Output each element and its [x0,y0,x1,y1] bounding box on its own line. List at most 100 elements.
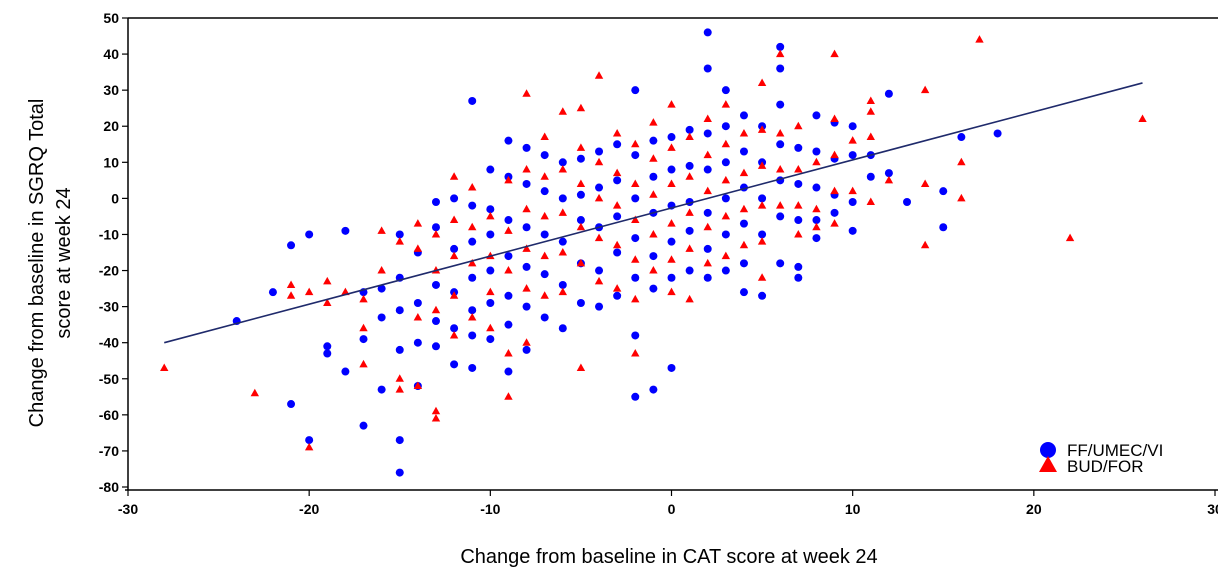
data-point-bud-for [468,312,477,321]
data-point-bud-for [504,349,513,357]
x-tick-label: -20 [299,501,319,517]
data-point-ff-umec-vi [903,197,912,206]
data-point-bud-for [612,284,622,292]
data-point-bud-for [920,85,930,94]
data-point-ff-umec-vi [287,400,296,409]
data-point-bud-for [794,229,803,238]
data-point-ff-umec-vi [631,392,640,401]
data-point-ff-umec-vi [685,125,694,134]
data-point-ff-umec-vi [613,176,622,185]
legend-marker-ff-umec-vi [1040,442,1056,458]
data-point-bud-for [776,165,785,173]
data-point-bud-for [576,258,586,267]
data-point-bud-for [431,305,441,314]
data-point-ff-umec-vi [703,165,712,174]
data-point-ff-umec-vi [540,230,549,239]
data-point-ff-umec-vi [794,216,803,225]
y-tick-label: -30 [99,299,119,315]
data-point-bud-for [576,222,586,231]
y-axis: 50 40 30 20 10 0 -10 -20 -30 -40 -50 -60 -70 -80 [99,10,128,495]
data-point-bud-for [594,233,604,242]
data-point-ff-umec-vi [450,360,459,369]
data-point-bud-for [739,128,749,137]
data-point-ff-umec-vi [631,86,640,95]
data-point-bud-for [685,208,694,216]
data-point-bud-for [594,193,604,202]
data-point-bud-for [975,35,984,43]
data-point-bud-for [160,363,169,371]
data-point-bud-for [395,237,404,245]
data-point-bud-for [612,168,622,177]
data-point-bud-for [685,172,694,180]
data-point-bud-for [703,258,712,267]
data-point-bud-for [449,251,459,260]
data-point-bud-for [504,175,513,184]
data-point-ff-umec-vi [993,129,1002,138]
data-point-bud-for [957,193,966,202]
data-point-ff-umec-vi [468,96,477,105]
data-point-bud-for [739,168,749,177]
data-point-ff-umec-vi [595,266,604,275]
data-point-bud-for [359,294,368,303]
x-axis: -30 -20 -10 0 10 20 30 [118,490,1218,517]
data-point-bud-for [631,215,640,224]
data-point-ff-umec-vi [631,234,640,243]
data-point-bud-for [703,114,712,123]
data-point-bud-for [866,96,875,104]
data-point-ff-umec-vi [377,284,386,293]
data-point-bud-for [794,201,803,209]
x-tick-label: 10 [845,501,861,517]
data-point-bud-for [739,240,749,249]
data-point-ff-umec-vi [522,179,531,188]
data-point-ff-umec-vi [794,273,803,282]
data-point-ff-umec-vi [540,151,549,160]
data-point-bud-for [504,266,513,274]
data-point-bud-for [721,100,731,108]
data-point-bud-for [631,139,640,148]
data-point-bud-for [612,240,622,249]
data-point-bud-for [703,186,712,195]
data-point-ff-umec-vi [359,335,368,344]
data-point-bud-for [703,150,712,159]
data-point-bud-for [757,273,767,281]
data-point-bud-for [395,385,404,393]
y-tick-label: -10 [99,226,119,242]
data-point-ff-umec-vi [703,28,712,37]
data-point-bud-for [522,244,531,252]
data-point-bud-for [721,211,731,220]
data-point-ff-umec-vi [486,299,495,308]
data-point-bud-for [413,381,423,389]
data-point-ff-umec-vi [268,288,277,297]
data-point-ff-umec-vi [631,151,640,160]
data-point-ff-umec-vi [794,143,803,152]
data-point-bud-for [576,143,586,151]
data-point-bud-for [612,201,622,209]
data-point-ff-umec-vi [703,208,712,217]
data-point-ff-umec-vi [468,306,477,315]
data-point-ff-umec-vi [341,226,350,235]
data-point-ff-umec-vi [812,147,821,156]
data-point-bud-for [558,107,567,115]
data-point-ff-umec-vi [667,273,676,282]
data-point-ff-umec-vi [721,266,730,275]
data-point-ff-umec-vi [866,172,875,181]
data-point-ff-umec-vi [576,299,585,308]
data-point-ff-umec-vi [703,64,712,73]
data-point-bud-for [794,121,803,130]
data-point-bud-for [323,298,332,307]
data-point-bud-for [830,219,839,227]
plot-frame [125,17,1218,491]
data-point-ff-umec-vi [848,151,857,160]
data-point-bud-for [522,89,531,97]
x-tick-label: 0 [668,501,676,517]
data-point-ff-umec-vi [667,165,676,174]
data-point-ff-umec-vi [812,216,821,225]
data-point-ff-umec-vi [812,183,821,192]
data-point-ff-umec-vi [758,194,767,203]
data-point-bud-for [576,179,586,187]
data-point-ff-umec-vi [631,194,640,203]
data-point-bud-for [685,294,694,303]
data-point-ff-umec-vi [812,234,821,243]
data-point-bud-for [377,226,386,234]
data-point-ff-umec-vi [595,147,604,156]
